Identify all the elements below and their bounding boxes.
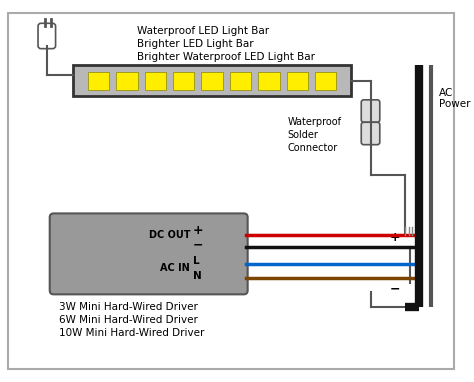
Bar — [287, 72, 308, 90]
FancyBboxPatch shape — [361, 100, 380, 122]
Text: Waterproof LED Light Bar: Waterproof LED Light Bar — [137, 26, 269, 36]
Bar — [201, 72, 223, 90]
Bar — [315, 72, 337, 90]
Bar — [230, 72, 251, 90]
Text: +: + — [390, 231, 400, 244]
Text: +: + — [193, 223, 204, 236]
Text: −: − — [390, 283, 400, 296]
Text: Waterproof
Solder
Connector: Waterproof Solder Connector — [288, 117, 342, 153]
Text: DC OUT: DC OUT — [149, 230, 190, 240]
Text: N: N — [193, 271, 202, 281]
Bar — [116, 72, 137, 90]
Text: −: − — [193, 238, 203, 251]
Bar — [145, 72, 166, 90]
Bar — [173, 72, 194, 90]
Bar — [258, 72, 280, 90]
Text: Brighter LED Light Bar: Brighter LED Light Bar — [137, 39, 253, 49]
Text: AC
Power: AC Power — [439, 87, 470, 109]
Text: Brighter Waterproof LED Light Bar: Brighter Waterproof LED Light Bar — [137, 52, 315, 62]
Text: AC IN: AC IN — [160, 263, 190, 273]
Text: 3W Mini Hard-Wired Driver: 3W Mini Hard-Wired Driver — [58, 302, 197, 312]
Bar — [73, 65, 351, 96]
Text: L: L — [193, 256, 200, 266]
Text: 6W Mini Hard-Wired Driver: 6W Mini Hard-Wired Driver — [58, 315, 197, 325]
Bar — [88, 72, 109, 90]
Text: 10W Mini Hard-Wired Driver: 10W Mini Hard-Wired Driver — [58, 327, 204, 338]
FancyBboxPatch shape — [38, 23, 55, 49]
FancyBboxPatch shape — [361, 122, 380, 145]
FancyBboxPatch shape — [50, 214, 247, 295]
